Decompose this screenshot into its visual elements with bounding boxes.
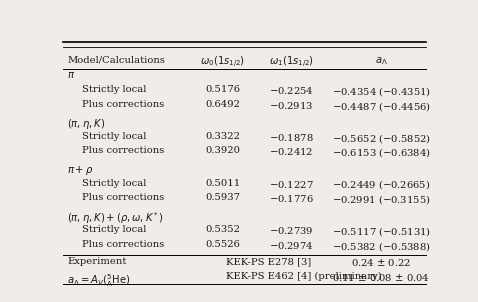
Text: $-$0.2254: $-$0.2254	[269, 85, 314, 96]
Text: 0.5176: 0.5176	[205, 85, 240, 94]
Text: 0.24 $\pm$ 0.22: 0.24 $\pm$ 0.22	[351, 257, 411, 268]
Text: 0.5937: 0.5937	[205, 193, 240, 202]
Text: $(\pi, \eta, K) + (\rho, \omega, K^*)$: $(\pi, \eta, K) + (\rho, \omega, K^*)$	[67, 211, 164, 226]
Text: $-$0.2991 ($-$0.3155): $-$0.2991 ($-$0.3155)	[332, 193, 431, 206]
Text: Strictly local: Strictly local	[82, 132, 146, 141]
Text: 0.3322: 0.3322	[205, 132, 240, 141]
Text: $-$0.5117 ($-$0.5131): $-$0.5117 ($-$0.5131)	[332, 225, 431, 238]
Text: KEK-PS E462 [4] (preliminary): KEK-PS E462 [4] (preliminary)	[227, 272, 382, 281]
Text: Experiment: Experiment	[67, 257, 127, 266]
Text: $-$0.2412: $-$0.2412	[269, 146, 314, 157]
Text: $-$0.1227: $-$0.1227	[269, 178, 314, 190]
Text: 0.5526: 0.5526	[206, 240, 240, 249]
Text: $a_\Lambda = A_V(^5_\Lambda\mathrm{He})$: $a_\Lambda = A_V(^5_\Lambda\mathrm{He})$	[67, 272, 130, 289]
Text: $a_\Lambda$: $a_\Lambda$	[375, 55, 388, 67]
Text: $-$0.5652 ($-$0.5852): $-$0.5652 ($-$0.5852)	[332, 132, 431, 145]
Text: $-$0.1776: $-$0.1776	[269, 193, 314, 204]
Text: $-$0.1878: $-$0.1878	[269, 132, 314, 143]
Text: 0.6492: 0.6492	[205, 100, 240, 109]
Text: KEK-PS E278 [3]: KEK-PS E278 [3]	[227, 257, 312, 266]
Text: $-$0.6153 ($-$0.6384): $-$0.6153 ($-$0.6384)	[332, 146, 431, 159]
Text: Strictly local: Strictly local	[82, 85, 146, 94]
Text: Strictly local: Strictly local	[82, 178, 146, 188]
Text: 0.3920: 0.3920	[205, 146, 240, 156]
Text: $-$0.4354 ($-$0.4351): $-$0.4354 ($-$0.4351)	[332, 85, 431, 98]
Text: Plus corrections: Plus corrections	[82, 240, 164, 249]
Text: Plus corrections: Plus corrections	[82, 193, 164, 202]
Text: Plus corrections: Plus corrections	[82, 146, 164, 156]
Text: 0.11 $\pm$ 0.08 $\pm$ 0.04: 0.11 $\pm$ 0.08 $\pm$ 0.04	[332, 272, 430, 283]
Text: Model/Calculations: Model/Calculations	[67, 55, 165, 64]
Text: $(\pi, \eta, K)$: $(\pi, \eta, K)$	[67, 117, 105, 131]
Text: 0.5352: 0.5352	[205, 225, 240, 234]
Text: Strictly local: Strictly local	[82, 225, 146, 234]
Text: $\omega_0(1s_{1/2})$: $\omega_0(1s_{1/2})$	[200, 55, 245, 70]
Text: $-$0.4487 ($-$0.4456): $-$0.4487 ($-$0.4456)	[332, 100, 431, 113]
Text: $-$0.2449 ($-$0.2665): $-$0.2449 ($-$0.2665)	[332, 178, 431, 191]
Text: 0.5011: 0.5011	[205, 178, 240, 188]
Text: $\pi + \rho$: $\pi + \rho$	[67, 164, 94, 177]
Text: $-$0.5382 ($-$0.5388): $-$0.5382 ($-$0.5388)	[332, 240, 431, 253]
Text: $\omega_1(1s_{1/2})$: $\omega_1(1s_{1/2})$	[269, 55, 314, 70]
Text: $-$0.2974: $-$0.2974	[269, 240, 314, 251]
Text: $-$0.2913: $-$0.2913	[269, 100, 314, 111]
Text: $\pi$: $\pi$	[67, 70, 76, 80]
Text: $-$0.2739: $-$0.2739	[269, 225, 314, 236]
Text: Plus corrections: Plus corrections	[82, 100, 164, 109]
